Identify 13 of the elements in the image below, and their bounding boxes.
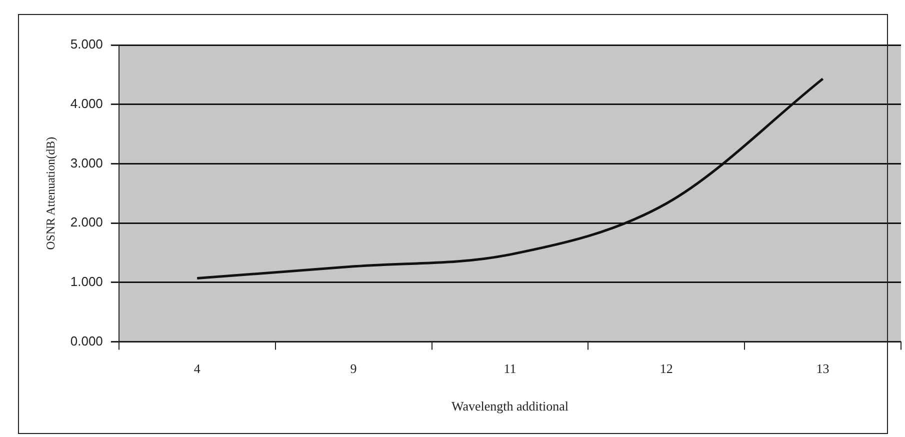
x-tick-label: 12 [660, 361, 673, 376]
y-tick-label: 4.000 [70, 96, 103, 111]
x-tick-label: 9 [350, 361, 357, 376]
y-tick-label: 1.000 [70, 274, 103, 290]
y-tick-label: 5.000 [70, 36, 103, 52]
y-tick-label: 2.000 [70, 214, 103, 230]
x-axis-title: Wavelength additional [451, 398, 569, 414]
x-tick-label: 4 [194, 361, 201, 376]
x-tick-label: 11 [504, 361, 516, 376]
y-tick-label: 0.000 [70, 333, 103, 348]
x-tick-label: 13 [816, 361, 830, 376]
y-axis-title: OSNR Attenuation(dB) [43, 136, 58, 250]
y-tick-label: 3.000 [70, 155, 103, 170]
